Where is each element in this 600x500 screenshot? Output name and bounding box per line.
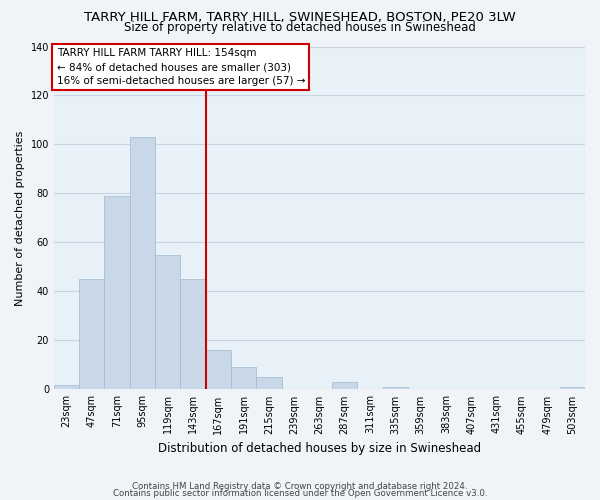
Text: Contains HM Land Registry data © Crown copyright and database right 2024.: Contains HM Land Registry data © Crown c… — [132, 482, 468, 491]
Bar — [181, 279, 206, 390]
Text: TARRY HILL FARM, TARRY HILL, SWINESHEAD, BOSTON, PE20 3LW: TARRY HILL FARM, TARRY HILL, SWINESHEAD,… — [84, 11, 516, 24]
Text: Size of property relative to detached houses in Swineshead: Size of property relative to detached ho… — [124, 21, 476, 34]
Bar — [231, 368, 256, 390]
Text: TARRY HILL FARM TARRY HILL: 154sqm
← 84% of detached houses are smaller (303)
16: TARRY HILL FARM TARRY HILL: 154sqm ← 84%… — [56, 48, 305, 86]
X-axis label: Distribution of detached houses by size in Swineshead: Distribution of detached houses by size … — [158, 442, 481, 455]
Bar — [79, 279, 104, 390]
Bar — [332, 382, 358, 390]
Y-axis label: Number of detached properties: Number of detached properties — [15, 130, 25, 306]
Bar — [383, 387, 408, 390]
Bar — [104, 196, 130, 390]
Bar — [130, 137, 155, 390]
Bar — [560, 387, 585, 390]
Bar — [256, 377, 281, 390]
Bar — [54, 384, 79, 390]
Text: Contains public sector information licensed under the Open Government Licence v3: Contains public sector information licen… — [113, 489, 487, 498]
Bar — [155, 254, 181, 390]
Bar — [206, 350, 231, 390]
